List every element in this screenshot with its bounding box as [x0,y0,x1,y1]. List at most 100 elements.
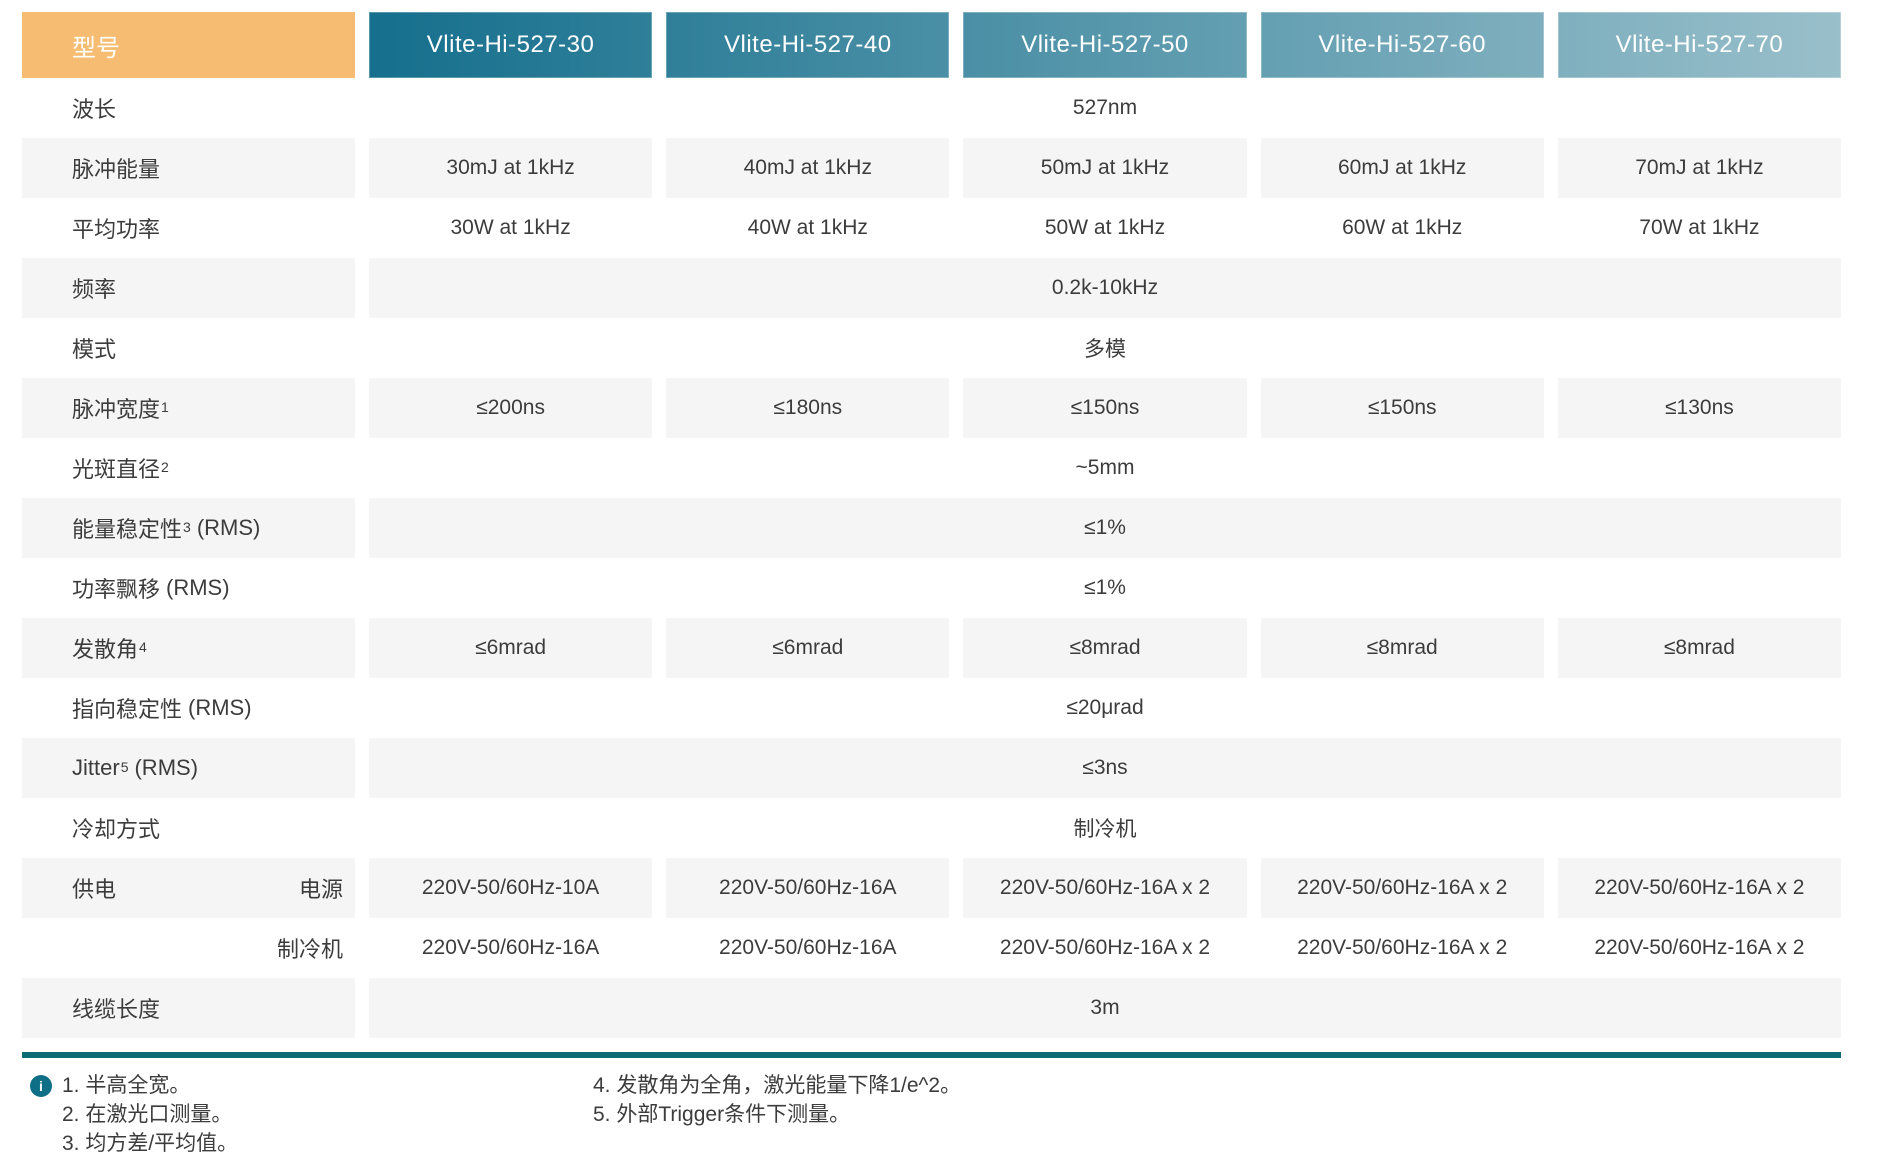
row-label: 波长 [72,97,117,122]
row-label-cell: 波长 [22,78,355,138]
row-label: 脉冲宽度 [72,397,161,422]
row-label-cell: 脉冲能量 [22,138,355,198]
row-sublabel: 电源 [298,877,343,902]
spec-body: 波长 527nm 脉冲能量 30mJ at 1kHz 40mJ at 1kHz 50mJ … [22,78,1841,1038]
footnote-line: 3. 均方差/平均值。 [62,1132,239,1155]
row-label: 脉冲能量 [72,157,161,182]
spec-row: 供电 电源 220V-50/60Hz-10A 220V-50/60Hz-16A 220V… [22,858,1841,918]
spec-value-span-cell: 多模 [1084,338,1126,361]
row-label: 平均功率 [72,217,161,242]
spec-value-cell: 30W at 1kHz [450,216,571,239]
row-label: 功率飘移 [72,577,161,602]
row-label-cell: 模式 [22,318,355,378]
footnote-line: 1. 半高全宽。 [62,1074,191,1097]
row-label-suffix: (RMS) [166,575,230,600]
row-label: Jitter [72,755,120,780]
row-label-superscript: 5 [120,759,129,775]
row-label-cell: 发散角 4 [22,618,355,678]
row-label: 频率 [72,277,117,302]
spec-value-span-cell: ~5mm [1075,456,1135,479]
spec-value-cell: 220V-50/60Hz-10A [369,858,653,918]
row-label: 能量稳定性 [72,517,183,542]
spec-row: 线缆长度 3m [22,978,1841,1038]
model-header-cell: Vlite-Hi-527-60 [1260,12,1544,78]
spec-row: 能量稳定性 3 (RMS) ≤1% [22,498,1841,558]
spec-value-cell: 50mJ at 1kHz [963,138,1247,198]
spec-value-cell: ≤200ns [369,378,653,438]
row-label-suffix: (RMS) [188,695,252,720]
row-label-suffix: (RMS) [196,515,261,540]
model-header-cell: Vlite-Hi-527-30 [369,12,653,78]
row-label-superscript: 3 [183,519,191,535]
divider-bar [22,1052,1841,1058]
spec-value-cell: ≤8mrad [1260,618,1544,678]
spec-value-cell: 40mJ at 1kHz [666,138,950,198]
spec-value-cell: 50W at 1kHz [1044,216,1166,239]
spec-value-cell: 220V-50/60Hz-16A x 2 [963,858,1247,918]
spec-value-cell: 70mJ at 1kHz [1557,138,1841,198]
spec-value-cell: ≤150ns [963,378,1247,438]
row-label-cell: 冷却方式 [22,798,355,858]
row-label-cell: 功率飘移 (RMS) [22,558,355,618]
row-label-cell: 光斑直径 2 [22,438,355,498]
row-label-cell: 线缆长度 [22,978,355,1038]
row-label-cell: Jitter 5 (RMS) [22,738,355,798]
spec-table: 型号 Vlite-Hi-527-30 Vlite-Hi-527-40 Vlite-H… [22,12,1841,1158]
spec-row: 脉冲能量 30mJ at 1kHz 40mJ at 1kHz 50mJ at 1kHz… [22,138,1841,198]
spec-value-cell: 220V-50/60Hz-16A [421,936,600,959]
spec-value-span-cell: 3m [369,978,1841,1038]
spec-row: 光斑直径 2 ~5mm [22,438,1841,498]
spec-value-cell: 60W at 1kHz [1342,216,1463,239]
spec-value-span-cell: 527nm [1072,96,1138,119]
spec-value-cell: 40W at 1kHz [747,216,868,239]
row-label-superscript: 4 [139,639,147,655]
spec-value-cell: 220V-50/60Hz-16A x 2 [1557,858,1841,918]
spec-value-cell: 220V-50/60Hz-16A x 2 [1260,858,1544,918]
footnotes: i 1. 半高全宽。 2. 在激光口测量。 3. 均方差/平均值。 4. 发散角为全… [22,1071,1841,1158]
spec-value-span-cell: ≤1% [369,498,1841,558]
spec-value-cell: 220V-50/60Hz-16A x 2 [1594,936,1805,959]
spec-row: 冷却方式 制冷机 [22,798,1841,858]
row-label-cell: 频率 [22,258,355,318]
spec-value-cell: 220V-50/60Hz-16A x 2 [1297,936,1508,959]
row-label-suffix: (RMS) [134,755,199,780]
spec-value-span-cell: 0.2k-10kHz [369,258,1841,318]
row-label: 发散角 [72,637,139,662]
spec-row: 制冷机 220V-50/60Hz-16A 220V-50/60Hz-16A 220V-… [22,918,1841,978]
spec-value-span-cell: ≤1% [1084,576,1126,599]
spec-value-cell: ≤6mrad [369,618,653,678]
spec-row: 频率 0.2k-10kHz [22,258,1841,318]
footnote-line: 5. 外部Trigger条件下测量。 [593,1103,851,1126]
info-icon: i [30,1075,52,1097]
spec-row: 功率飘移 (RMS) ≤1% [22,558,1841,618]
model-header-cell: Vlite-Hi-527-50 [963,12,1247,78]
spec-value-span-cell: 制冷机 [1073,818,1137,841]
spec-row: 脉冲宽度 1 ≤200ns ≤180ns ≤150ns ≤150ns ≤130ns [22,378,1841,438]
footnotes-column-2: 4. 发散角为全角，激光能量下降1/e^2。 5. 外部Trigger条件下测量。 [593,1071,961,1129]
footnote-line: 2. 在激光口测量。 [62,1103,233,1126]
row-label-superscript: 2 [161,459,169,475]
spec-value-cell: 220V-50/60Hz-16A [666,858,950,918]
row-label-cell: 能量稳定性 3 (RMS) [22,498,355,558]
row-label: 光斑直径 [72,457,161,482]
row-label-cell: 制冷机 [22,918,355,978]
row-sublabel: 制冷机 [276,937,343,962]
spec-value-cell: 60mJ at 1kHz [1260,138,1544,198]
spec-value-cell: ≤150ns [1260,378,1544,438]
spec-row: Jitter 5 (RMS) ≤3ns [22,738,1841,798]
row-label: 指向稳定性 [72,697,183,722]
model-header-row: 型号 Vlite-Hi-527-30 Vlite-Hi-527-40 Vlite-H… [22,12,1841,78]
model-header-cell: Vlite-Hi-527-40 [666,12,950,78]
row-label-superscript: 1 [161,399,169,415]
spec-value-cell: 30mJ at 1kHz [369,138,653,198]
footnotes-column-1: 1. 半高全宽。 2. 在激光口测量。 3. 均方差/平均值。 [62,1071,593,1158]
row-label-cell: 脉冲宽度 1 [22,378,355,438]
row-label: 线缆长度 [72,997,161,1022]
row-label-cell: 平均功率 [22,198,355,258]
spec-row: 平均功率 30W at 1kHz 40W at 1kHz 50W at 1kHz 60W… [22,198,1841,258]
footnote-line: 4. 发散角为全角，激光能量下降1/e^2。 [593,1074,962,1097]
spec-value-cell: ≤180ns [666,378,950,438]
spec-row: 模式 多模 [22,318,1841,378]
spec-value-cell: ≤8mrad [1557,618,1841,678]
